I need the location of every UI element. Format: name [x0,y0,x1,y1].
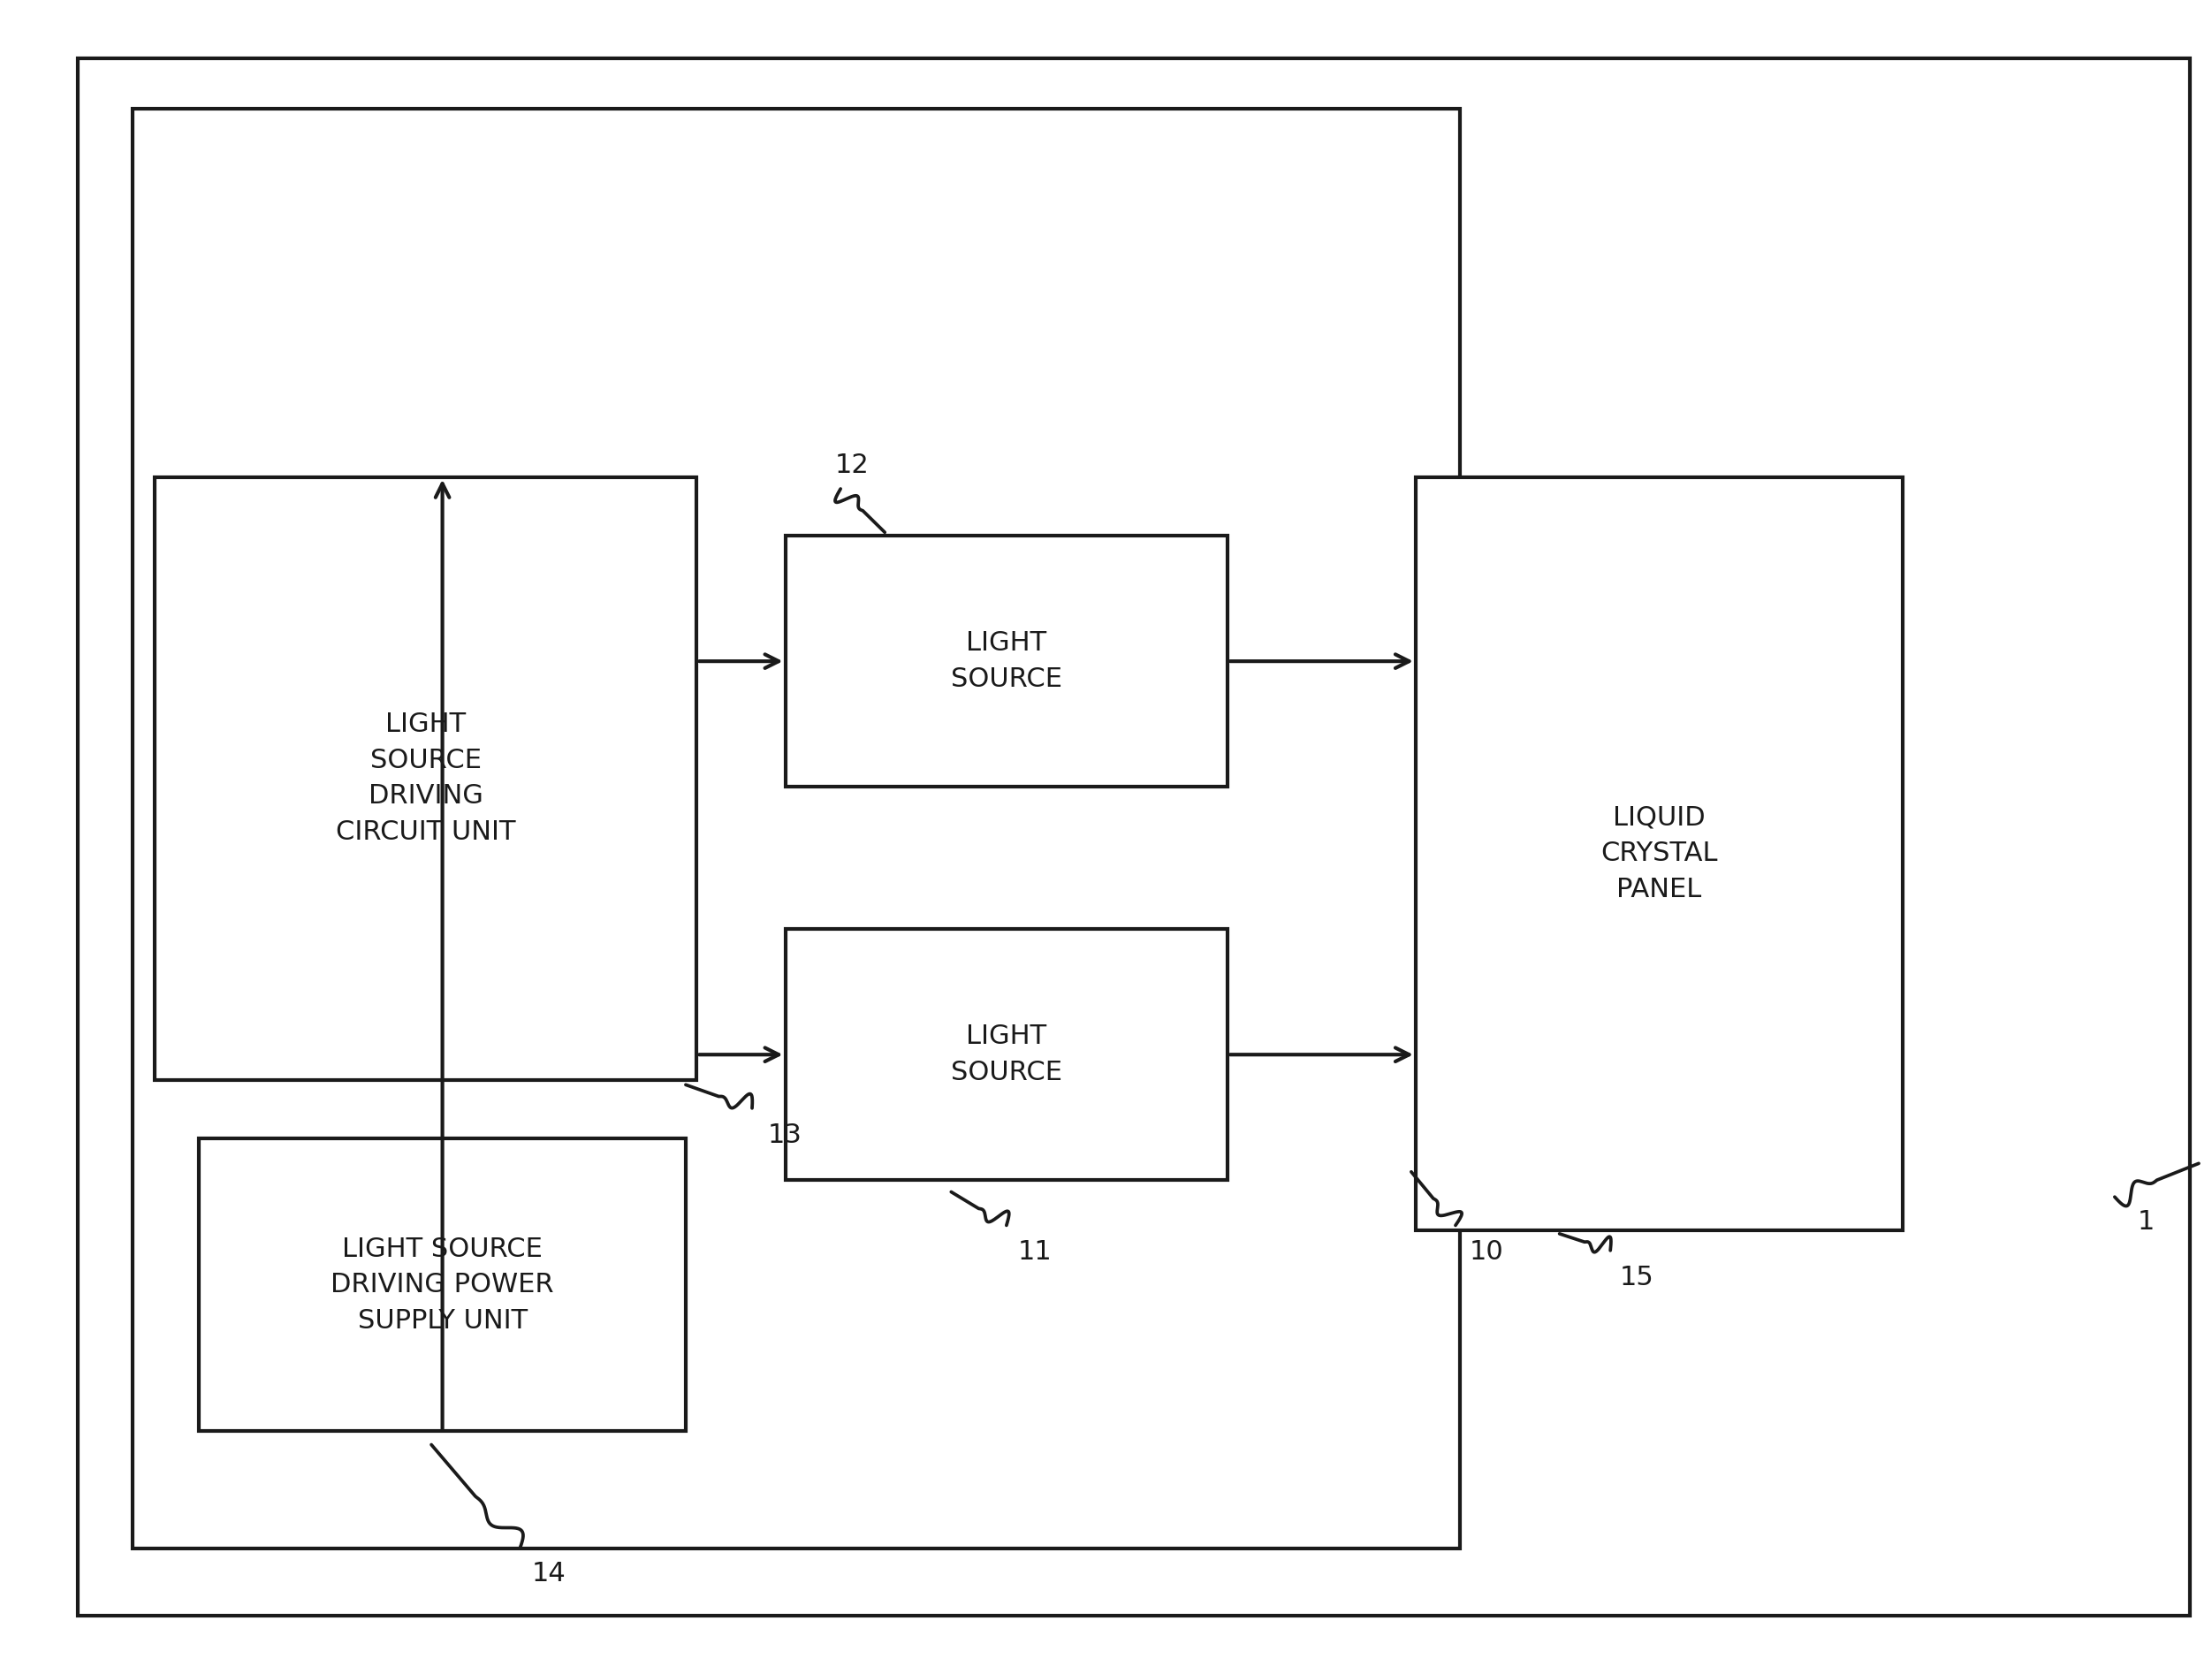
Text: 14: 14 [531,1560,566,1587]
Bar [785,536,1228,787]
Text: 11: 11 [1018,1239,1053,1266]
Text: LIGHT
SOURCE
DRIVING
CIRCUIT UNIT: LIGHT SOURCE DRIVING CIRCUIT UNIT [336,711,515,845]
Text: 15: 15 [1619,1264,1655,1291]
Text: LIGHT
SOURCE: LIGHT SOURCE [951,631,1062,691]
Text: 10: 10 [1469,1239,1504,1266]
Text: 13: 13 [768,1122,803,1148]
Bar [155,477,697,1080]
Bar [133,109,1460,1548]
Bar [1416,477,1902,1230]
Text: LIGHT SOURCE
DRIVING POWER
SUPPLY UNIT: LIGHT SOURCE DRIVING POWER SUPPLY UNIT [332,1235,553,1334]
Text: LIGHT
SOURCE: LIGHT SOURCE [951,1024,1062,1085]
Text: 12: 12 [834,452,869,479]
Text: LIQUID
CRYSTAL
PANEL: LIQUID CRYSTAL PANEL [1601,805,1717,902]
Text: 1: 1 [2137,1209,2154,1235]
Bar [785,929,1228,1180]
Bar [199,1138,686,1431]
